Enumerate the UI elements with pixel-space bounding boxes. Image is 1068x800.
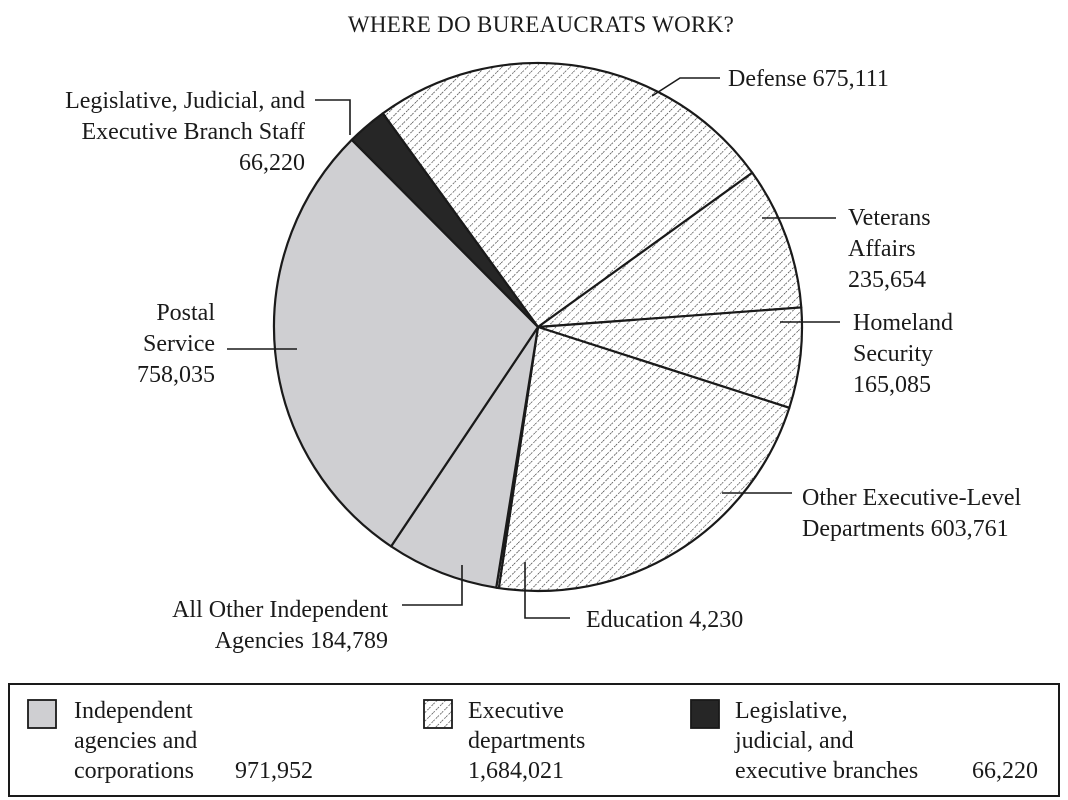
legend-label-line: judicial, and	[734, 728, 854, 754]
leader-line	[402, 565, 463, 606]
legend-label: Independent agencies and corporations	[74, 698, 197, 784]
legend: Independent agencies and corporations 971,9…	[8, 683, 1060, 797]
legend-label-line: Legislative,	[735, 698, 848, 724]
slice-label-all-other-independent-agencies: All Other Independent Agencies 184,789	[172, 597, 388, 654]
slice-veterans-affairs	[536, 171, 803, 329]
slice-label-legislative-judicial-and-executive-branch-staff: Legislative, Judicial, and Executive Bran…	[65, 88, 305, 176]
slice-labels: Defense 675,111 Veterans Affairs 235,654 Hom…	[65, 66, 1021, 654]
legend-item-legislative: Legislative, judicial, and executive branc…	[690, 698, 1038, 784]
slice-label-line: 165,085	[853, 372, 931, 398]
slice-label-line: All Other Independent	[172, 597, 388, 623]
slice-label-line: Other Executive-Level	[802, 485, 1022, 511]
slice-label-line: Postal	[156, 300, 215, 326]
slice-label-line: Defense 675,111	[728, 66, 889, 92]
slice-label-line: Executive Branch Staff	[82, 119, 305, 145]
slice-label-line: Veterans	[848, 205, 931, 231]
slice-label-postal-service: Postal Service 758,035	[137, 300, 215, 388]
legend-label: Executive departments 1,684,021	[468, 698, 585, 784]
slice-label-line: Departments 603,761	[802, 516, 1009, 542]
legend-label: Legislative, judicial, and executive branc…	[734, 698, 918, 784]
legend-label-line: departments	[468, 728, 585, 754]
legend-item-executive: Executive departments 1,684,021	[423, 698, 585, 784]
slice-label-veterans-affairs: Veterans Affairs 235,654	[848, 205, 931, 293]
legend-total: 971,952	[235, 758, 313, 784]
legend-label-line: Executive	[468, 698, 564, 724]
pie-slices	[272, 61, 804, 593]
legend-total: 66,220	[972, 758, 1038, 784]
legend-swatch-executive	[423, 699, 453, 729]
slice-label-line: Agencies 184,789	[215, 628, 388, 654]
slice-all-other-independent-agencies	[390, 325, 540, 589]
leader-line	[524, 562, 570, 619]
slice-label-line: 66,220	[239, 150, 305, 176]
leader-line	[315, 99, 351, 135]
slice-label-line: Security	[853, 341, 933, 367]
slice-label-line: 235,654	[848, 267, 926, 293]
slice-label-line: 758,035	[137, 362, 215, 388]
legend-label-line: Independent	[74, 698, 193, 724]
chart-title: WHERE DO BUREAUCRATS WORK?	[348, 12, 734, 37]
slice-label-line: Education 4,230	[586, 607, 743, 633]
slice-label-defense: Defense 675,111	[728, 66, 889, 92]
slice-label-homeland-security: Homeland Security 165,085	[853, 310, 953, 398]
slice-label-education: Education 4,230	[586, 607, 743, 633]
legend-swatch-legislative	[690, 699, 720, 729]
slice-other-executive-level-departments	[497, 325, 791, 593]
slice-postal-service	[272, 138, 540, 548]
slice-label-other-executive-level-departments: Other Executive-Level Departments 603,761	[802, 485, 1022, 542]
slice-legislative-judicial-and-executive-branch-staff	[350, 112, 540, 329]
legend-item-independent: Independent agencies and corporations 971,9…	[27, 698, 313, 784]
legend-label-line: executive branches	[735, 758, 918, 784]
slice-label-line: Affairs	[848, 236, 916, 262]
slice-defense	[381, 61, 754, 329]
legend-label-line: agencies and	[74, 728, 197, 754]
slice-label-line: Legislative, Judicial, and	[65, 88, 305, 114]
legend-box	[8, 683, 1060, 797]
legend-swatch-independent	[27, 699, 57, 729]
leader-line	[651, 77, 720, 97]
slice-label-line: Homeland	[853, 310, 953, 336]
legend-label-line: corporations	[74, 758, 194, 784]
slice-label-line: Service	[143, 331, 215, 357]
legend-label-line: 1,684,021	[468, 758, 564, 784]
